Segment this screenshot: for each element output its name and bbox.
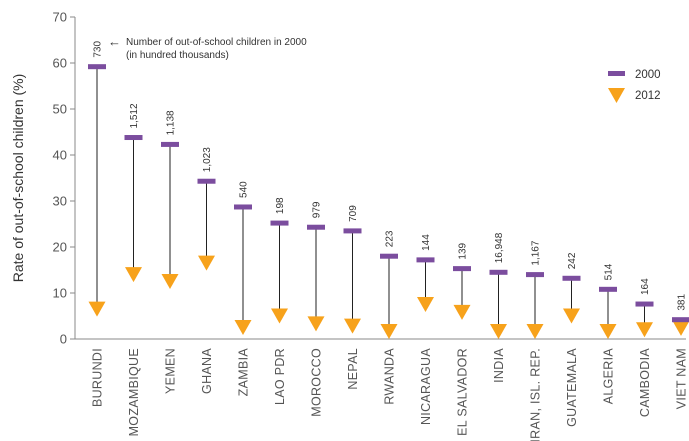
y-axis: 0 10 20 30 40 50 60 70	[53, 10, 686, 347]
point-2012	[417, 297, 434, 312]
point-2012	[198, 255, 215, 271]
point-2000	[380, 253, 398, 259]
y-tick-label: 20	[53, 240, 67, 255]
count-label: 709	[348, 205, 359, 222]
count-label: 979	[312, 201, 323, 218]
category-label: YEMEN	[164, 348, 178, 394]
point-2012	[234, 320, 252, 335]
point-2012	[672, 320, 689, 336]
point-2000	[124, 135, 143, 141]
annotation: ← Number of out-of-school children in 20…	[108, 34, 307, 61]
point-2012	[563, 308, 580, 324]
point-2012	[453, 304, 471, 320]
point-2000	[562, 275, 581, 281]
category-label: IRAN, ISL. REP.	[529, 348, 543, 441]
point-2012	[490, 324, 507, 339]
count-label: 1,512	[129, 103, 140, 128]
point-2000	[161, 141, 179, 147]
count-label: 16,948	[494, 232, 505, 263]
y-tick-label: 10	[53, 286, 67, 301]
chart-marks: 730 1,512 1,138 1,023 540 198 979 709 223 144 139 1…	[88, 41, 689, 339]
category-label: NEPAL	[346, 348, 360, 390]
point-2000	[307, 224, 325, 230]
point-2012	[599, 324, 617, 339]
point-2000	[234, 204, 252, 210]
annotation-line-1: Number of out-of-school children in 2000	[126, 37, 307, 48]
category-label: ALGERIA	[602, 348, 616, 405]
point-2012	[636, 322, 653, 338]
count-label: 1,167	[531, 240, 542, 265]
count-label: 198	[275, 197, 286, 214]
point-2000	[599, 286, 617, 292]
category-label: BURUNDI	[91, 348, 105, 407]
category-label: LAO PDR	[273, 348, 287, 405]
point-2000	[197, 178, 216, 184]
count-label: 514	[604, 263, 615, 280]
y-tick-label: 60	[53, 56, 67, 71]
point-2012	[271, 308, 288, 324]
count-label: 1,138	[166, 110, 177, 135]
count-label: 730	[93, 41, 104, 58]
point-2000	[489, 269, 508, 275]
y-tick-label: 30	[53, 194, 67, 209]
point-2000	[635, 301, 654, 307]
y-tick-label: 50	[53, 102, 67, 117]
annotation-arrow: ←	[108, 34, 121, 49]
category-label: CAMBODIA	[638, 348, 652, 417]
category-label: NICARAGUA	[419, 348, 433, 425]
count-label: 540	[239, 181, 250, 198]
legend: 2000 2012	[608, 69, 661, 103]
point-2012	[344, 318, 361, 334]
point-2012	[380, 324, 398, 339]
category-label: ZAMBIA	[237, 348, 251, 397]
y-axis-title: Rate of out-of-school children (%)	[10, 74, 26, 283]
count-label: 1,023	[202, 147, 213, 172]
point-2012	[526, 324, 544, 339]
count-label: 242	[567, 252, 578, 269]
count-label: 139	[458, 242, 469, 259]
point-2000	[343, 228, 362, 234]
point-2000	[526, 272, 544, 278]
count-label: 381	[677, 294, 688, 311]
point-2000	[416, 257, 435, 263]
y-tick-label: 70	[53, 10, 67, 25]
category-label: VIET NAM	[675, 348, 689, 409]
category-label: MOROCCO	[310, 348, 324, 417]
category-label: INDIA	[492, 348, 506, 383]
legend-marker-2012	[608, 88, 625, 103]
legend-label-2000: 2000	[635, 69, 661, 81]
category-label: MOZAMBIQUE	[127, 348, 141, 436]
y-tick-label: 0	[60, 332, 67, 347]
point-2012	[161, 274, 179, 289]
legend-marker-2000	[608, 71, 625, 76]
point-2000	[672, 317, 689, 323]
category-label: RWANDA	[383, 348, 397, 405]
category-label: GUATEMALA	[565, 348, 579, 427]
y-tick-label: 40	[53, 148, 67, 163]
point-2000	[270, 220, 289, 226]
count-label: 144	[421, 234, 432, 251]
category-label: EL SALVADOR	[456, 348, 470, 436]
count-label: 164	[640, 278, 651, 295]
legend-label-2012: 2012	[635, 90, 661, 102]
count-label: 223	[385, 230, 396, 247]
point-2012	[125, 267, 142, 283]
x-axis-categories: BURUNDI MOZAMBIQUE YEMEN GHANA ZAMBIA LAO PDR…	[91, 348, 689, 441]
category-label: GHANA	[200, 348, 214, 394]
point-2000	[453, 266, 471, 272]
annotation-line-2: (in hundred thousands)	[126, 50, 229, 61]
point-2000	[88, 64, 106, 70]
point-2012	[88, 301, 106, 317]
point-2012	[307, 316, 325, 332]
